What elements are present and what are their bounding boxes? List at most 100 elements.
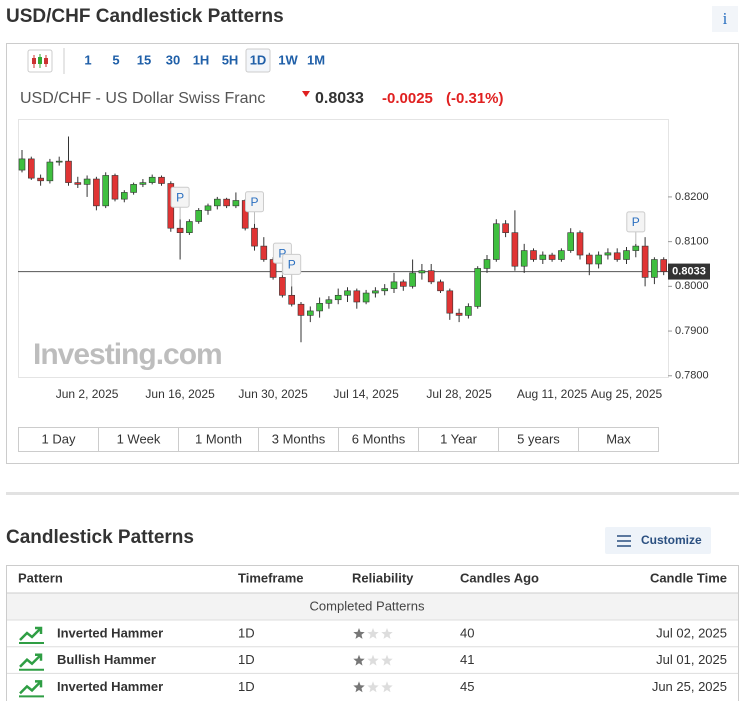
x-tick-label: Aug 11, 2025 [517,387,588,401]
candle-body [585,254,593,265]
pattern-marker-label[interactable]: P [288,258,296,272]
range-button[interactable] [498,427,579,452]
reliability-star [381,681,393,693]
x-tick-label: Jun 2, 2025 [56,387,119,401]
pattern-name[interactable]: Inverted Hammer [57,625,163,640]
interval-button[interactable]: 1H [193,52,210,67]
section-divider [6,492,739,495]
candle-body [130,184,137,193]
column-header: Candle Time [650,570,727,585]
bullish-icon [19,680,43,695]
timeframe: 1D [238,679,255,694]
candle-body [195,210,202,222]
candle-body [176,227,184,233]
candle-body [418,270,426,274]
candle-body [325,299,333,304]
range-button[interactable] [578,427,659,452]
candle-icon [32,54,48,68]
candle-body [483,259,491,269]
reliability-star [367,628,379,639]
candle-body [390,281,398,289]
candle-body [158,176,165,184]
reliability-star [367,681,379,693]
pattern-marker-label[interactable]: P [250,195,258,209]
x-tick-label: Jun 16, 2025 [145,387,215,401]
candle-body [316,303,323,312]
pattern-marker-label[interactable]: P [176,190,184,204]
column-header: Timeframe [238,570,304,585]
interval-button[interactable]: 1W [278,52,298,67]
reliability-star [353,654,365,666]
range-label[interactable]: 1 Month [195,431,242,446]
candle-time: Jul 01, 2025 [656,652,727,667]
group-label: Completed Patterns [310,598,425,613]
quote-name: USD/CHF - US Dollar Swiss Franc [20,90,265,107]
pattern-marker[interactable] [170,186,190,208]
range-label[interactable]: 1 Year [440,431,478,446]
candle-time: Jul 02, 2025 [656,625,727,640]
range-label[interactable]: Max [606,431,631,446]
range-button[interactable] [418,427,499,452]
pattern-marker[interactable] [282,253,302,275]
candles-ago: 40 [460,625,474,640]
range-label[interactable]: 5 years [517,431,560,446]
candle-body [632,245,640,251]
pattern-name[interactable]: Bullish Hammer [57,652,156,667]
x-tick-label: Jun 30, 2025 [238,387,308,401]
interval-button[interactable]: 1D [250,52,267,67]
candle-body [186,221,193,233]
candle-body [539,254,547,260]
range-button[interactable] [98,427,179,452]
range-label[interactable]: 1 Day [42,431,76,446]
candle-body [214,198,221,207]
interval-button[interactable]: 5H [222,52,239,67]
pattern-marker[interactable] [626,211,646,233]
candle-body [65,160,72,183]
info-icon[interactable]: i [723,9,728,28]
down-arrow [302,91,310,97]
range-label[interactable]: 1 Week [117,431,161,446]
candle-body [502,223,509,233]
candle-body [223,198,230,207]
y-tick-label: 0.7900 [675,325,709,337]
range-label[interactable]: 3 Months [272,431,326,446]
customize-button[interactable] [605,527,711,554]
pattern-marker[interactable] [245,191,264,213]
y-tick-label: 0.7800 [675,370,709,382]
candle-body [306,310,314,316]
x-tick-label: Aug 25, 2025 [591,387,663,401]
bullish-icon [19,653,43,668]
reliability-star [353,681,365,693]
reliability-star [381,628,393,639]
candle-body [613,252,621,260]
candle-body [93,178,100,207]
page-title: USD/CHF Candlestick Patterns [6,6,284,27]
pattern-name[interactable]: Inverted Hammer [57,679,163,694]
quote-change-pct: (-0.31%) [446,90,504,107]
interval-button[interactable]: 15 [137,52,151,67]
range-label[interactable]: 6 Months [352,431,406,446]
column-header: Pattern [18,570,63,585]
pattern-marker-label[interactable]: P [278,246,286,260]
interval-button[interactable]: 5 [112,52,119,67]
range-button[interactable] [338,427,419,452]
y-tick-label: 0.8200 [675,191,709,203]
interval-button[interactable]: 1M [307,52,325,67]
pattern-marker-label[interactable]: P [632,215,640,229]
candle-body [74,182,82,185]
info-button[interactable] [712,6,738,32]
candle-body [232,200,240,207]
interval-button[interactable]: 1 [84,52,91,67]
interval-button[interactable]: 30 [166,52,180,67]
candle-body [362,292,370,303]
candle-body [148,176,156,183]
candle-body [511,232,519,267]
customize-label[interactable]: Customize [641,533,702,547]
candle-body [548,254,556,260]
candle-body [595,254,602,265]
candle-body [334,294,342,301]
candle-body [27,158,35,179]
candle-body [260,245,268,260]
candle-body [344,290,351,296]
interval-selected[interactable] [245,48,271,73]
